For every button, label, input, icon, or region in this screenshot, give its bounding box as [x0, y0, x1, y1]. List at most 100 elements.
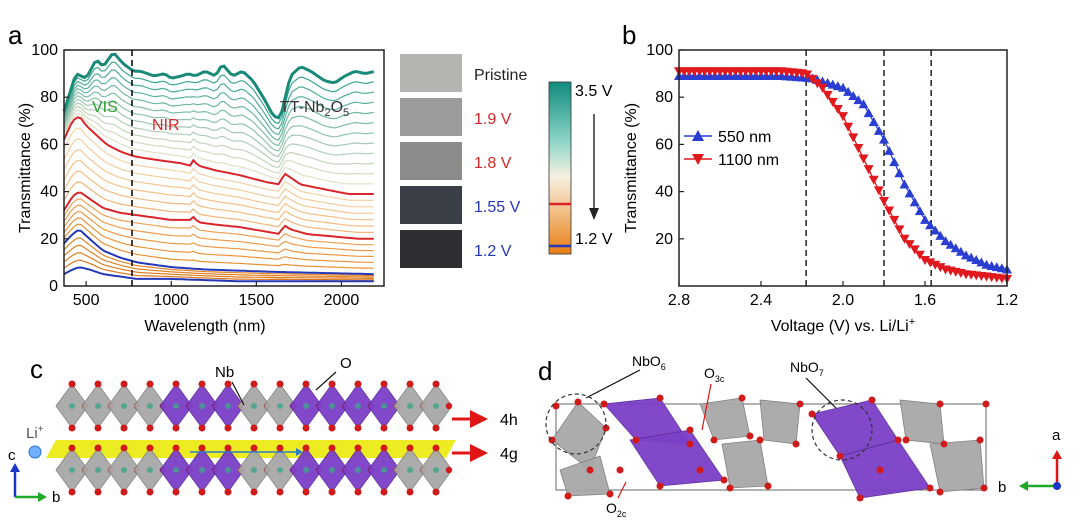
y-tick-label-a-6: 100	[31, 42, 58, 59]
oxygen-atom	[302, 488, 310, 496]
niobium-atom	[381, 403, 387, 409]
oxygen-atom	[224, 424, 232, 432]
swatch-label-4: 1.55 V	[474, 199, 521, 216]
spectrum-line-18	[63, 198, 374, 246]
site-4h-label: 4h	[500, 412, 518, 429]
data-marker-2	[863, 165, 874, 175]
spectrum-line-22	[63, 223, 374, 269]
oxygen-atom	[926, 484, 934, 492]
oxygen-atom	[68, 424, 76, 432]
oxygen-atom	[796, 400, 804, 408]
oxygen-atom	[68, 380, 76, 388]
spectrum-line-1	[63, 61, 374, 125]
niobium-atom	[199, 467, 205, 473]
oxygen-atom	[198, 444, 206, 452]
oxygen-atom	[432, 424, 440, 432]
x-tick-label-b-1: 2.8	[668, 292, 690, 309]
o2c-pointer	[617, 481, 627, 499]
y-axis-title-a: Transmittance (%)	[17, 103, 34, 233]
oxygen-atom	[616, 466, 624, 474]
x-tick-label-a-2: 1000	[153, 292, 189, 309]
data-marker-2	[858, 154, 869, 164]
oxygen-atom	[224, 444, 232, 452]
y-tick-label-a-5: 80	[40, 89, 58, 106]
oxygen-atom	[146, 444, 154, 452]
oxygen-atom	[808, 410, 816, 418]
spectrum-line-24	[63, 244, 374, 278]
x-tick-label-a-3: 1500	[239, 292, 275, 309]
niobium-atom	[95, 467, 101, 473]
spectrum-line-4	[63, 84, 374, 141]
oxygen-atom	[432, 488, 440, 496]
oxygen-atom	[856, 494, 864, 502]
oxygen-atom	[354, 380, 362, 388]
niobium-atom	[355, 403, 361, 409]
nb-polyhedron	[759, 399, 801, 445]
panel-label-a: a	[8, 20, 23, 50]
oxygen-atom	[936, 488, 944, 496]
spectrum-line-17	[63, 181, 374, 233]
y-tick-label-a-1: 0	[49, 278, 58, 295]
data-marker-1	[945, 239, 956, 249]
spectrum-line-13	[63, 138, 374, 208]
niobium-atom	[381, 467, 387, 473]
nbo7-pointer	[805, 377, 837, 409]
oxygen-atom	[836, 452, 844, 460]
nb-label: Nb	[215, 364, 234, 381]
niobium-atom	[433, 467, 439, 473]
y-tick-label-a-3: 40	[40, 184, 58, 201]
data-marker-2	[894, 225, 905, 235]
data-marker-1	[966, 252, 977, 262]
axis-label-a-d: a	[1052, 427, 1061, 444]
oxygen-atom	[632, 436, 640, 444]
oxygen-atom	[302, 444, 310, 452]
niobium-atom	[329, 467, 335, 473]
panel-label-b: b	[622, 20, 636, 50]
data-marker-2	[889, 215, 900, 225]
transmittance-voltage-plot: 20 40 60 80 100 2.8 2.4 2.0 1.6 1.2	[646, 42, 1018, 309]
oxygen-atom	[380, 488, 388, 496]
spectrum-highlight-5	[63, 266, 374, 283]
spectrum-line-7	[63, 98, 374, 158]
oxygen-atom	[302, 424, 310, 432]
oxygen-atom	[328, 444, 336, 452]
data-marker-2	[838, 112, 848, 122]
oxygen-atom	[980, 484, 988, 492]
data-marker-2	[920, 256, 930, 266]
nbo6-highlight-circle	[545, 393, 607, 455]
axis-label-b-c: b	[52, 489, 60, 506]
data-marker-2	[879, 197, 889, 207]
niobium-atom	[69, 467, 75, 473]
panel-label-d: d	[538, 356, 552, 386]
swatch-2	[400, 98, 462, 136]
oxygen-atom	[250, 444, 258, 452]
niobium-atom	[329, 403, 335, 409]
oxygen-atom	[172, 424, 180, 432]
swatch-label-3: 1.8 V	[474, 155, 512, 172]
niobium-atom	[433, 403, 439, 409]
o2c-label: O2c	[606, 500, 627, 519]
x-axis-title-b: Voltage (V) vs. Li/Li+	[771, 316, 915, 335]
data-marker-1	[868, 116, 879, 126]
data-marker-2	[832, 105, 843, 114]
oxygen-atom	[936, 400, 944, 408]
oxygen-atom	[146, 488, 154, 496]
b-axis-arrowhead-d-icon	[1019, 481, 1028, 491]
niobium-atom	[173, 403, 179, 409]
data-marker-1	[935, 230, 946, 240]
spectrum-highlight-2	[63, 116, 374, 195]
data-marker-1	[838, 82, 848, 92]
o3c-pointer	[701, 383, 712, 431]
data-marker-1	[955, 246, 966, 256]
swatch-label-1: Pristine	[474, 67, 527, 84]
data-marker-1	[950, 243, 961, 253]
oxygen-atom	[586, 466, 594, 474]
data-marker-2	[827, 97, 838, 107]
x-tick-label-b-3: 2.0	[832, 292, 854, 309]
niobium-atom	[251, 467, 257, 473]
nb-polyhedron	[929, 439, 985, 493]
oxygen-atom	[94, 424, 102, 432]
data-marker-2	[807, 74, 818, 84]
data-marker-2	[930, 260, 941, 270]
data-marker-2	[802, 70, 813, 80]
